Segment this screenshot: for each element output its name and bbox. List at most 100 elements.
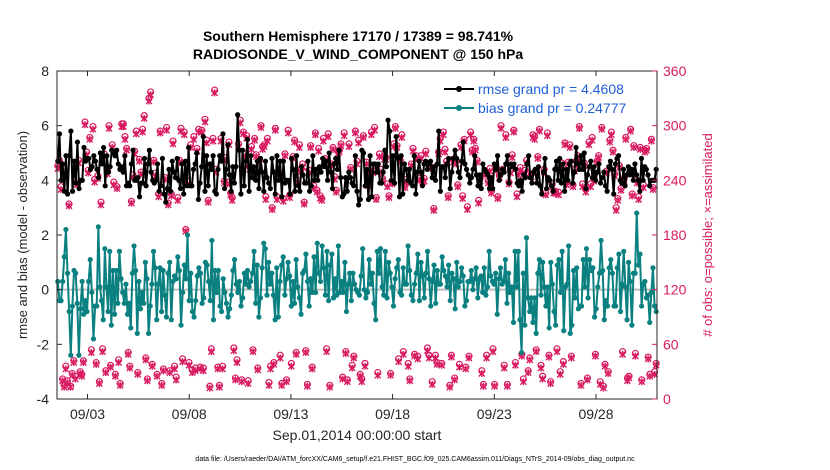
bias-point [256, 314, 262, 320]
rmse-point [169, 158, 175, 164]
legend-bias-label: bias grand pr = 0.24777 [478, 100, 626, 116]
rmse-point [477, 172, 483, 178]
bias-point [189, 308, 196, 315]
rmse-point [409, 183, 416, 189]
rmse-point [269, 155, 275, 162]
rmse-point [272, 191, 278, 197]
bias-point [608, 257, 614, 263]
obs-assimilated-point [180, 131, 188, 139]
obs-assimilated-point [228, 196, 236, 204]
bias-point [261, 240, 267, 246]
rmse-point [161, 191, 167, 197]
obs-assimilated-point [123, 146, 131, 154]
rmse-point [454, 155, 460, 162]
bias-point [236, 278, 243, 285]
bias-point [363, 295, 369, 301]
bias-point [481, 265, 487, 271]
rmse-point [516, 183, 522, 189]
rmse-point [584, 172, 591, 178]
obs-assimilated-point [276, 354, 284, 362]
rmse-point [285, 177, 291, 183]
obs-assimilated-point [249, 348, 257, 356]
rmse-point [226, 172, 233, 178]
rmse-point [586, 164, 592, 170]
y-axis-label-left: rmse and bias (model - observation) [15, 131, 30, 339]
rmse-point [434, 161, 440, 167]
obs-assimilated-point [65, 202, 73, 210]
rmse-point [463, 166, 470, 172]
bias-point [601, 317, 607, 323]
bias-point [458, 265, 465, 271]
obs-assimilated-point [489, 348, 497, 356]
obs-assimilated-point [343, 378, 351, 386]
bias-point [549, 281, 556, 287]
rmse-point [442, 175, 448, 181]
obs-assimilated-point [79, 359, 87, 367]
rmse-point [611, 191, 617, 197]
rmse-point [86, 155, 92, 162]
rmse-point [97, 150, 103, 156]
rmse-point [303, 180, 309, 186]
rmse-point [253, 177, 259, 183]
y-tick-label-right: 120 [663, 282, 687, 298]
rmse-point [392, 180, 398, 186]
bias-point [428, 303, 434, 309]
bias-point [626, 259, 632, 265]
rmse-point [238, 191, 244, 197]
bias-point [178, 322, 184, 328]
bias-point [191, 314, 197, 320]
obs-assimilated-point [292, 350, 300, 358]
rmse-point [452, 147, 458, 153]
bias-point [621, 248, 627, 254]
bias-point [531, 295, 538, 301]
rmse-point [385, 117, 391, 123]
obs-assimilated-point [566, 144, 574, 152]
obs-assimilated-point [535, 127, 543, 135]
obs-assimilated-point [430, 206, 438, 214]
bias-point [209, 237, 215, 244]
bias-point [264, 292, 270, 298]
rmse-point [602, 183, 609, 189]
rmse-point [300, 172, 306, 178]
plot-area [57, 71, 657, 399]
obs-assimilated-point [375, 153, 383, 161]
bias-point [253, 300, 259, 306]
bias-point [89, 289, 95, 295]
bias-point [475, 295, 481, 301]
obs-assimilated-point [115, 359, 123, 367]
rmse-point [163, 199, 169, 205]
obs-assimilated-point [470, 137, 478, 145]
rmse-point [261, 188, 267, 194]
bias-point [392, 276, 398, 282]
y-tick-label-left: 2 [41, 227, 49, 243]
rmse-point [615, 153, 622, 159]
obs-assimilated-point [601, 362, 609, 370]
bias-point [567, 330, 573, 336]
legend-box [440, 79, 652, 117]
bias-point [413, 270, 419, 276]
obs-assimilated-point [625, 374, 633, 382]
bias-point [460, 273, 466, 279]
bias-point [522, 322, 528, 328]
obs-assimilated-point [262, 195, 270, 203]
rmse-point [563, 166, 569, 172]
obs-assimilated-point [494, 195, 502, 203]
bias-point [538, 292, 544, 298]
bias-point [504, 300, 510, 306]
rmse-point [324, 177, 331, 183]
obs-assimilated-point [371, 126, 379, 134]
bias-point [175, 254, 181, 260]
obs-assimilated-point [140, 114, 148, 122]
obs-assimilated-point [116, 381, 124, 389]
bias-point [327, 262, 333, 268]
bias-point [442, 273, 448, 279]
rmse-point [362, 183, 368, 189]
bias-point [591, 314, 598, 320]
bias-point [651, 303, 658, 309]
bias-point [340, 289, 346, 295]
obs-assimilated-point [422, 150, 430, 158]
bias-point [493, 270, 499, 276]
rmse-point [367, 153, 373, 159]
bias-point [274, 265, 280, 271]
bias-point [266, 259, 272, 265]
